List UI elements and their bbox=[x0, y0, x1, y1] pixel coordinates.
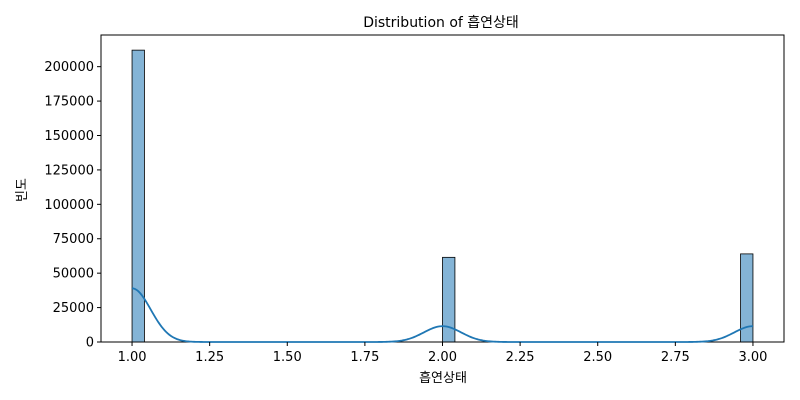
y-tick-label: 75000 bbox=[53, 232, 94, 247]
y-tick-label: 175000 bbox=[44, 95, 94, 110]
y-tick-label: 200000 bbox=[44, 60, 94, 75]
x-tick-label: 1.25 bbox=[195, 350, 224, 365]
x-tick-label: 1.75 bbox=[350, 350, 379, 365]
x-tick-label: 2.00 bbox=[428, 350, 457, 365]
histogram-bar bbox=[131, 49, 145, 343]
x-tick-label: 2.50 bbox=[583, 350, 612, 365]
x-tick-label: 1.50 bbox=[273, 350, 302, 365]
histogram-bar bbox=[442, 256, 456, 343]
x-tick-label: 1.00 bbox=[118, 350, 147, 365]
y-tick-label: 50000 bbox=[53, 267, 94, 282]
plot-area: 1.00 1.25 1.50 1.75 2.00 2.25 2.50 2.75 3.00 0 250… bbox=[44, 34, 785, 365]
y-tick-label: 25000 bbox=[53, 301, 94, 316]
kde-line bbox=[131, 287, 753, 343]
y-tick-label: 125000 bbox=[44, 163, 94, 178]
histogram-bar bbox=[740, 253, 754, 343]
y-tick-label: 150000 bbox=[44, 129, 94, 144]
x-tick-label: 2.75 bbox=[661, 350, 690, 365]
x-tick-label: 3.00 bbox=[738, 350, 767, 365]
x-axis-label: 흡연상태 bbox=[419, 371, 467, 386]
chart-title: Distribution of 흡연상태 bbox=[363, 15, 519, 31]
y-tick-label: 0 bbox=[86, 336, 94, 351]
y-axis-label: 빈도 bbox=[15, 178, 30, 202]
y-tick-label: 100000 bbox=[44, 198, 94, 213]
x-tick-label: 2.25 bbox=[506, 350, 535, 365]
